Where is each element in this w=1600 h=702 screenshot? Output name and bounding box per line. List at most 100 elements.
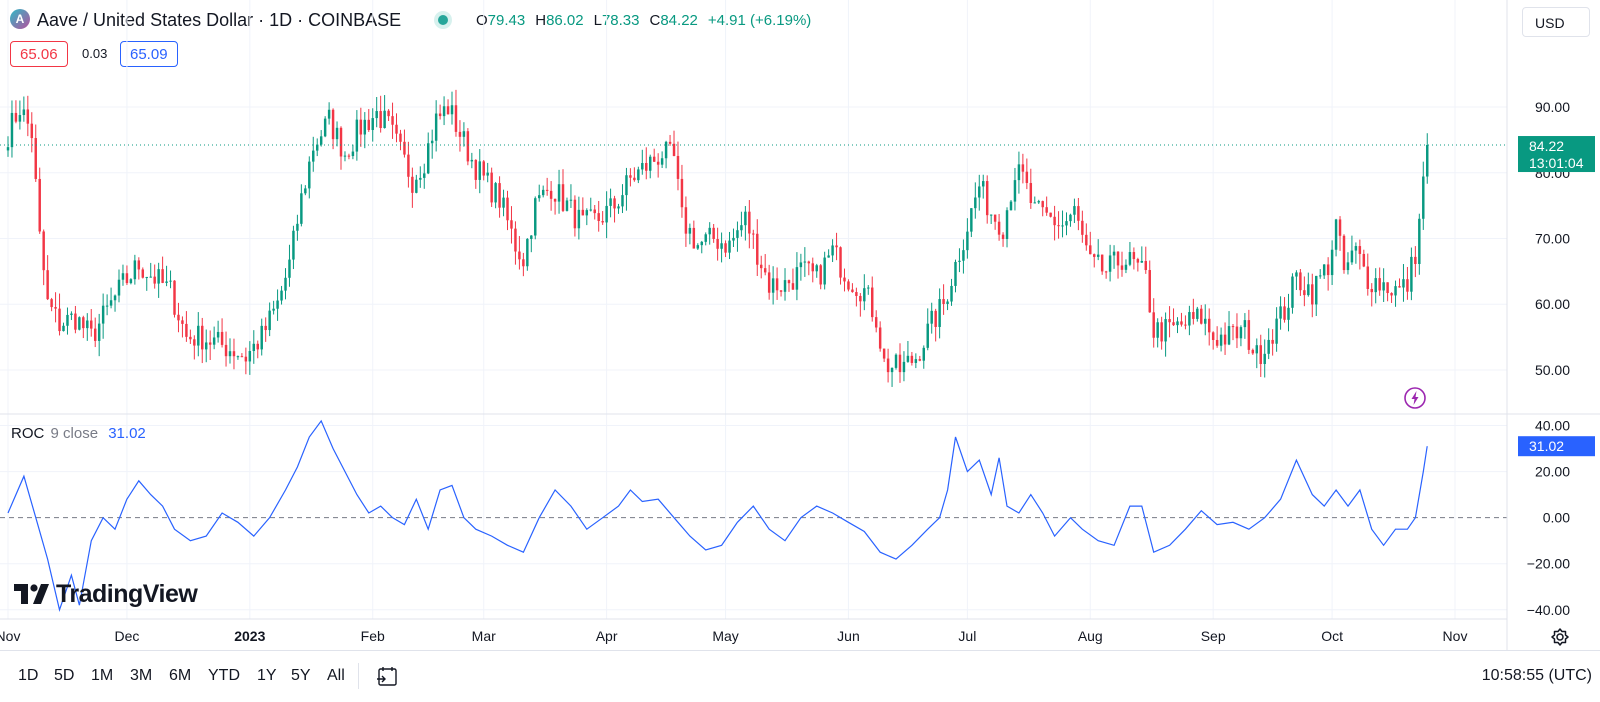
candle-body [1334, 219, 1338, 250]
candle [22, 96, 26, 122]
candle-body [6, 147, 10, 151]
candle [605, 191, 608, 239]
candle [90, 309, 93, 337]
range-button-5y[interactable]: 5Y [291, 667, 311, 684]
candle [446, 99, 450, 115]
candle-body [1255, 345, 1259, 354]
time-tick-label: Jul [958, 628, 976, 644]
candle-body [1061, 225, 1064, 227]
range-button-6m[interactable]: 6M [169, 667, 192, 684]
candle [771, 266, 775, 305]
range-button-all[interactable]: All [327, 667, 345, 684]
time-tick-label: 2023 [234, 628, 265, 644]
candle [1370, 283, 1373, 307]
candle-body [1128, 252, 1132, 265]
candle [1259, 334, 1262, 377]
candle-body [383, 110, 386, 128]
candle [1354, 242, 1358, 264]
settings-icon[interactable] [1551, 628, 1569, 646]
candle [1251, 348, 1255, 355]
candle [343, 151, 347, 162]
candle-body [1422, 176, 1425, 219]
candle-body [304, 188, 307, 194]
candle-body [189, 336, 192, 340]
currency-selector[interactable]: USD [1522, 7, 1590, 37]
candle [1239, 325, 1243, 347]
candle-body [145, 276, 148, 278]
range-button-3m[interactable]: 3M [130, 667, 153, 684]
candle [1204, 304, 1207, 336]
candle [1322, 264, 1326, 279]
candle-body [831, 245, 834, 256]
candle [577, 196, 581, 240]
candle-body [918, 359, 922, 361]
candle-body [934, 310, 937, 327]
candle-body [1346, 262, 1350, 271]
range-button-5d[interactable]: 5D [54, 667, 75, 684]
candle-body [1196, 308, 1199, 319]
symbol-title[interactable]: Aave / United States Dollar · 1D · COINB… [37, 10, 402, 30]
candle [617, 203, 620, 214]
candle [141, 267, 145, 279]
sell-price-box[interactable]: 65.06 [10, 41, 68, 67]
candle [367, 109, 370, 132]
candle-body [1239, 327, 1243, 339]
flash-icon[interactable] [1404, 387, 1426, 409]
candle [649, 154, 652, 179]
candle [652, 148, 656, 162]
candle-body [355, 119, 359, 152]
candle [1053, 205, 1056, 241]
candle [157, 262, 160, 298]
candle [296, 214, 299, 241]
candle-body [668, 141, 672, 144]
candle-body [268, 310, 271, 331]
candle-body [874, 317, 878, 328]
candle [843, 268, 846, 292]
candle-body [1315, 275, 1318, 305]
candle [153, 264, 156, 289]
candle-body [950, 285, 953, 302]
candle [430, 129, 434, 159]
range-button-1y[interactable]: 1Y [257, 667, 277, 684]
candle [700, 240, 703, 254]
candle [288, 244, 291, 287]
candle-body [125, 273, 129, 284]
candle [712, 223, 715, 243]
buy-price-box[interactable]: 65.09 [120, 41, 178, 67]
market-status-icon[interactable] [438, 15, 448, 25]
utc-clock[interactable]: 10:58:55 (UTC) [1481, 667, 1592, 684]
candle [54, 292, 57, 323]
candle [502, 189, 505, 217]
range-button-1d[interactable]: 1D [18, 667, 39, 684]
candle-body [10, 112, 14, 148]
candle-body [220, 331, 224, 345]
candle [569, 184, 573, 208]
candle-body [312, 150, 315, 162]
candlestick-series [6, 89, 1429, 387]
candle [1326, 257, 1330, 291]
go-to-date-icon[interactable] [376, 665, 398, 687]
range-button-ytd[interactable]: YTD [208, 667, 240, 684]
candle [1065, 212, 1068, 236]
candle-body [82, 317, 85, 329]
tradingview-logo[interactable]: TradingView [14, 580, 198, 609]
range-button-1m[interactable]: 1M [91, 667, 114, 684]
candle [256, 340, 259, 359]
candle [684, 196, 688, 247]
candle [74, 305, 77, 334]
candle [458, 120, 462, 152]
candle [1108, 244, 1112, 282]
candle [744, 206, 747, 241]
candle-body [1112, 251, 1116, 256]
candle [549, 181, 553, 211]
candle [506, 190, 509, 231]
candle-body [1077, 206, 1080, 221]
candle-body [1057, 225, 1060, 227]
candle [1168, 306, 1171, 338]
candle [537, 184, 541, 202]
candle-body [137, 260, 141, 270]
ohlc-legend: O79.43 H86.02 L78.33 C84.22 +4.91 (+6.19%) [476, 12, 821, 29]
candle [272, 300, 275, 315]
roc-legend[interactable]: ROC 9 close 31.02 [11, 425, 146, 442]
